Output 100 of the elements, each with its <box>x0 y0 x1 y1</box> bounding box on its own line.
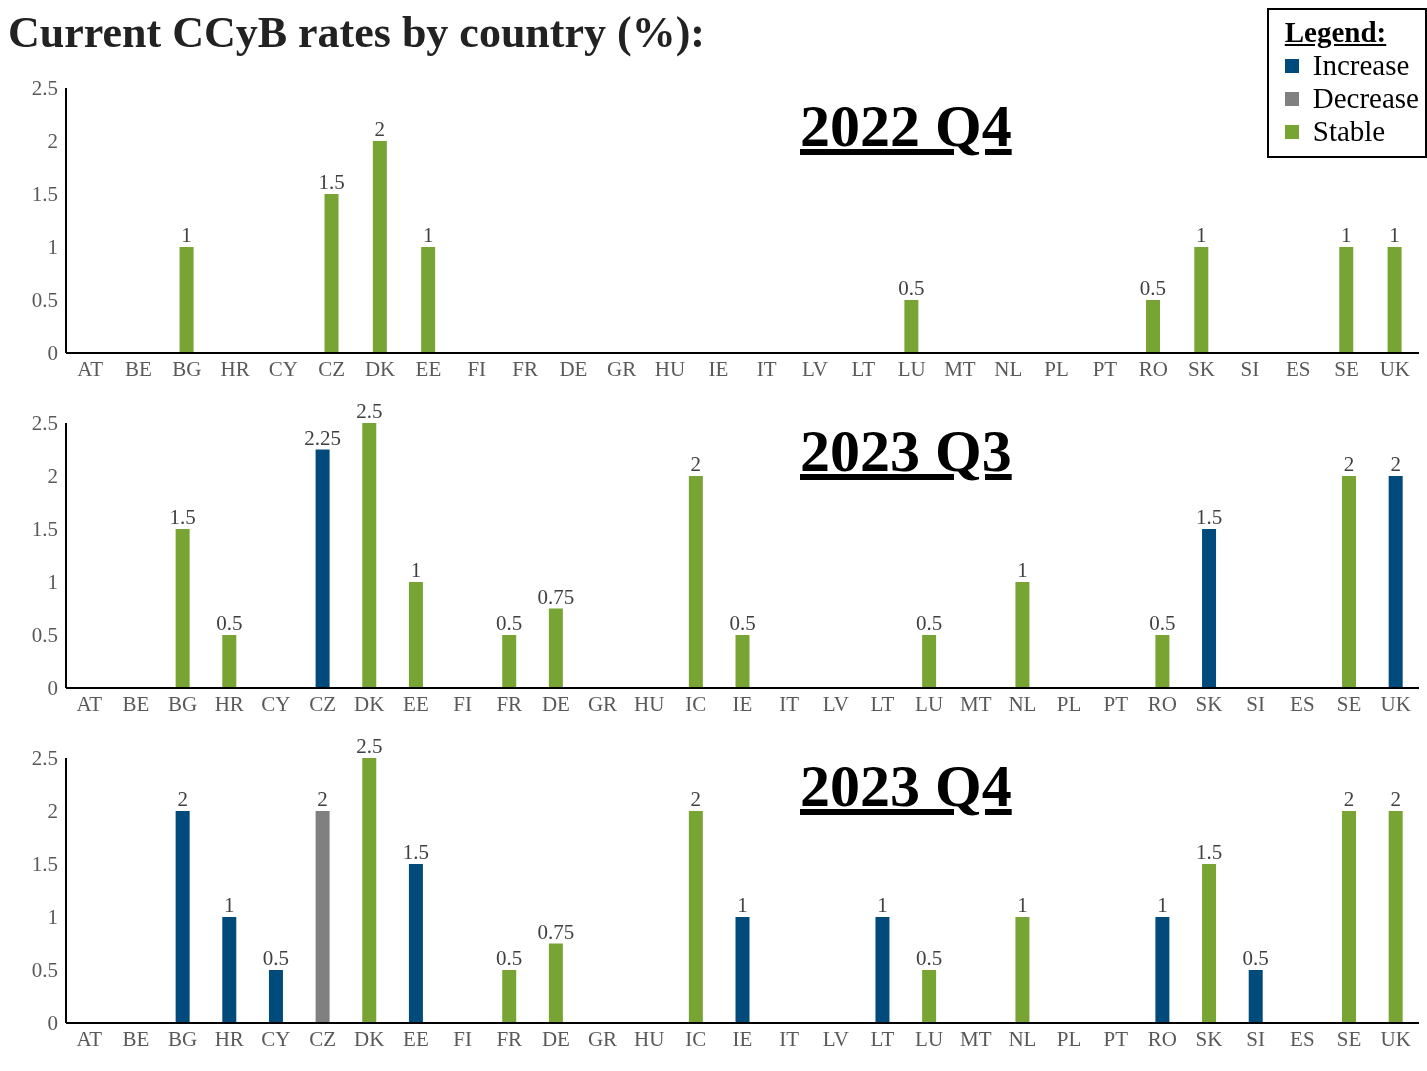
bar <box>1342 476 1357 688</box>
x-tick-label: RO <box>1147 691 1177 716</box>
x-tick-label: IE <box>732 1026 753 1051</box>
x-tick-label: FR <box>496 1026 523 1051</box>
data-label: 2 <box>1390 452 1401 476</box>
x-tick-label: BE <box>122 1026 150 1051</box>
y-tick-label: 1 <box>47 235 58 260</box>
y-tick-label: 0 <box>47 341 58 366</box>
x-tick-label: CZ <box>318 356 346 381</box>
legend-title: Legend: <box>1284 16 1388 49</box>
x-tick-label: SI <box>1246 691 1266 716</box>
data-label: 0.5 <box>262 946 290 970</box>
x-tick-label: AT <box>76 1026 103 1051</box>
bar <box>548 943 563 1023</box>
bar <box>1015 917 1030 1023</box>
x-tick-label: IE <box>708 356 729 381</box>
bar <box>175 529 190 688</box>
bar <box>268 970 283 1023</box>
data-label: 0.5 <box>1242 946 1269 970</box>
x-tick-label: BG <box>172 356 202 381</box>
data-label: 2 <box>374 117 386 141</box>
y-tick-label: 2 <box>47 129 58 154</box>
legend-label: Increase <box>1312 49 1410 82</box>
y-tick-label: 2.5 <box>31 746 58 771</box>
data-label: 0.5 <box>216 611 243 635</box>
y-tick-label: 1.5 <box>31 517 58 542</box>
data-label: 1.5 <box>318 170 345 194</box>
x-tick-label: HU <box>634 691 665 716</box>
data-label: 1.5 <box>402 840 430 864</box>
bar <box>548 608 563 688</box>
data-label: 1 <box>410 558 422 582</box>
data-label: 2 <box>690 452 702 476</box>
x-tick-label: GR <box>587 1026 618 1051</box>
x-tick-label: CY <box>261 1026 291 1051</box>
data-label: 1.5 <box>1195 840 1223 864</box>
x-tick-label: LT <box>870 1026 895 1051</box>
bar <box>922 970 937 1023</box>
x-tick-label: RO <box>1147 1026 1177 1051</box>
bar <box>408 582 423 688</box>
x-tick-label: ES <box>1290 1026 1315 1051</box>
data-label: 2.5 <box>356 734 383 758</box>
x-tick-label: NL <box>1008 691 1037 716</box>
bar <box>222 917 237 1023</box>
data-label: 1 <box>181 223 192 247</box>
x-tick-label: MT <box>960 1026 992 1051</box>
y-tick-label: 2.5 <box>31 411 58 436</box>
bar <box>688 476 703 688</box>
x-tick-label: PL <box>1056 691 1082 716</box>
y-tick-label: 0 <box>47 1011 58 1036</box>
bar <box>688 811 703 1023</box>
bar <box>1155 917 1170 1023</box>
x-tick-label: EE <box>403 1026 429 1051</box>
bar <box>1145 300 1160 353</box>
x-tick-label: SK <box>1195 691 1223 716</box>
x-tick-label: LT <box>870 691 895 716</box>
x-tick-label: UK <box>1380 691 1411 716</box>
data-label: 1 <box>1341 223 1352 247</box>
x-tick-label: IE <box>732 691 753 716</box>
chart-subtitle: 2022 Q4 <box>800 93 1012 159</box>
x-tick-label: HR <box>214 1026 244 1051</box>
data-label: 0.5 <box>916 611 943 635</box>
data-label: 1.5 <box>169 505 196 529</box>
x-tick-label: LV <box>801 356 829 381</box>
data-label: 0.5 <box>916 946 943 970</box>
x-tick-label: LT <box>851 356 876 381</box>
bar <box>922 635 937 688</box>
x-tick-label: IC <box>685 691 707 716</box>
x-tick-label: LV <box>822 691 849 716</box>
x-tick-label: ES <box>1285 356 1311 381</box>
legend-label: Stable <box>1312 115 1386 148</box>
bar <box>179 247 194 353</box>
bar <box>372 141 387 353</box>
data-label: 1 <box>1196 223 1207 247</box>
x-tick-label: LV <box>822 1026 849 1051</box>
x-tick-label: LU <box>897 356 926 381</box>
x-tick-label: DE <box>541 1026 570 1051</box>
y-tick-label: 1 <box>47 905 58 930</box>
y-tick-label: 2 <box>47 464 58 489</box>
y-tick-label: 0.5 <box>31 288 58 313</box>
x-tick-label: PL <box>1056 1026 1082 1051</box>
data-label: 2 <box>1390 787 1401 811</box>
y-tick-label: 1.5 <box>31 852 58 877</box>
y-tick-label: 1.5 <box>31 182 58 207</box>
x-tick-label: GR <box>607 356 637 381</box>
x-tick-label: HU <box>634 1026 665 1051</box>
x-tick-label: EE <box>415 356 442 381</box>
data-label: 0.5 <box>1139 276 1167 300</box>
chart-subtitle: 2023 Q3 <box>800 418 1012 484</box>
data-label: 0.5 <box>729 611 756 635</box>
x-tick-label: SE <box>1336 1026 1362 1051</box>
data-label: 1 <box>1157 893 1168 917</box>
x-tick-label: AT <box>77 356 104 381</box>
x-tick-label: CZ <box>309 1026 337 1051</box>
x-tick-label: BG <box>168 1026 198 1051</box>
x-tick-label: BE <box>125 356 152 381</box>
bar <box>1155 635 1170 688</box>
bar <box>315 811 330 1023</box>
bar <box>502 970 517 1023</box>
data-label: 0.5 <box>496 946 523 970</box>
x-tick-label: DK <box>354 691 385 716</box>
